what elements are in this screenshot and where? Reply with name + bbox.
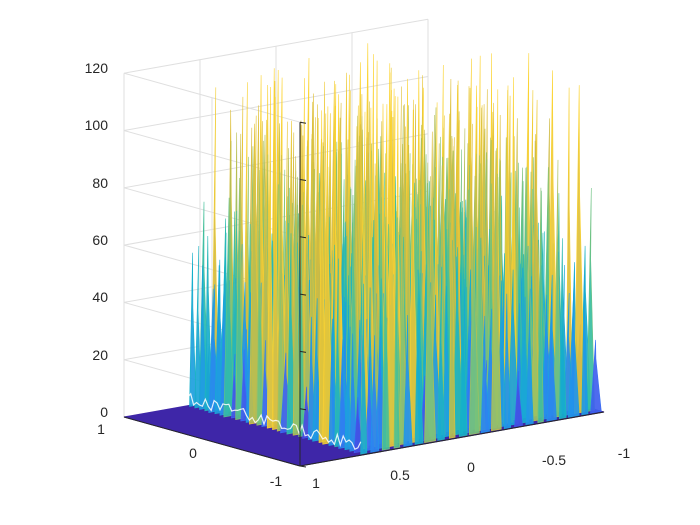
surface-spike — [424, 176, 436, 444]
surface-spike — [256, 169, 264, 426]
x-axis-ticks: 1 0.5 0 -0.5 -1 — [312, 445, 630, 491]
y-tick-label: 0 — [189, 445, 197, 461]
surface-spike — [414, 269, 424, 445]
x-tick-label: 1 — [312, 475, 320, 491]
axes-box — [123, 121, 605, 468]
surface-spike — [448, 138, 456, 439]
z-tick-label: 80 — [92, 175, 108, 191]
surface-spike — [491, 150, 502, 432]
surface-spike — [344, 304, 352, 451]
surface-spike — [468, 175, 480, 436]
surface-spike — [266, 86, 275, 429]
surface-spike — [537, 187, 544, 423]
z-tick-mark — [299, 408, 307, 411]
surface-spike — [503, 293, 512, 429]
z-tick-mark — [299, 465, 307, 468]
y-tick-label: 1 — [97, 421, 105, 437]
z-tick-label: 0 — [100, 404, 108, 420]
z-tick-mark — [299, 121, 307, 124]
x-tick-label: -0.5 — [542, 452, 566, 468]
surface-spike — [442, 286, 452, 438]
surface-spike — [514, 371, 523, 428]
surface-spike — [349, 333, 358, 452]
z-tick-mark — [299, 236, 307, 239]
surface-spike — [223, 197, 235, 418]
surface-spikes — [184, 43, 602, 455]
surface-spike — [272, 96, 280, 430]
z-tick-label: 20 — [92, 347, 108, 363]
surface-spike — [437, 266, 445, 441]
surface-spike — [292, 156, 301, 436]
z-tick-label: 120 — [85, 60, 109, 76]
surface-spike — [519, 254, 530, 424]
z-tick-mark — [299, 179, 307, 181]
surface-spike — [194, 245, 202, 409]
surface-spike — [546, 301, 557, 422]
surface-spike — [507, 269, 519, 426]
surface-spike — [532, 140, 539, 422]
surface-spike — [525, 288, 534, 426]
surface-spike — [370, 335, 380, 453]
x-tick-label: -1 — [618, 445, 631, 461]
surface-spike — [581, 274, 589, 416]
y-axis-line — [123, 416, 301, 467]
surface-spike — [360, 283, 368, 455]
surface-spike — [558, 238, 567, 420]
surface-spike — [189, 252, 197, 407]
x-axis-line — [299, 411, 605, 467]
z-tick-label: 40 — [92, 289, 108, 305]
z-tick-mark — [299, 293, 307, 296]
surface-spike — [381, 216, 390, 451]
surface-spike — [403, 314, 413, 447]
surface-spike — [590, 339, 602, 414]
y-axis-ticks: 1 0 -1 — [97, 421, 282, 489]
surface-spike — [586, 187, 595, 412]
z-tick-label: 100 — [85, 117, 109, 133]
surface-spike — [334, 258, 342, 448]
surface-spike — [328, 318, 337, 446]
surface-spike — [458, 254, 468, 437]
z-tick-mark — [299, 350, 307, 353]
z-grid-line-back-wall — [123, 18, 429, 74]
surface-spike — [235, 177, 244, 420]
surface-spike — [276, 154, 285, 432]
surface-spike — [322, 106, 333, 445]
x-tick-label: 0 — [467, 459, 475, 475]
surface-spike — [338, 339, 348, 449]
surface-edge-ripple — [184, 392, 362, 451]
z-axis-ticks: 0 20 40 60 80 100 120 — [85, 60, 109, 420]
surface-spike — [398, 170, 407, 446]
z-tick-label: 60 — [92, 232, 108, 248]
surface-spike — [480, 315, 490, 434]
surface-spike — [393, 211, 401, 449]
surface-spike — [214, 265, 224, 415]
x-tick-label: 0.5 — [390, 467, 410, 483]
y-tick-label: -1 — [270, 473, 283, 489]
surface-spike — [567, 282, 580, 418]
